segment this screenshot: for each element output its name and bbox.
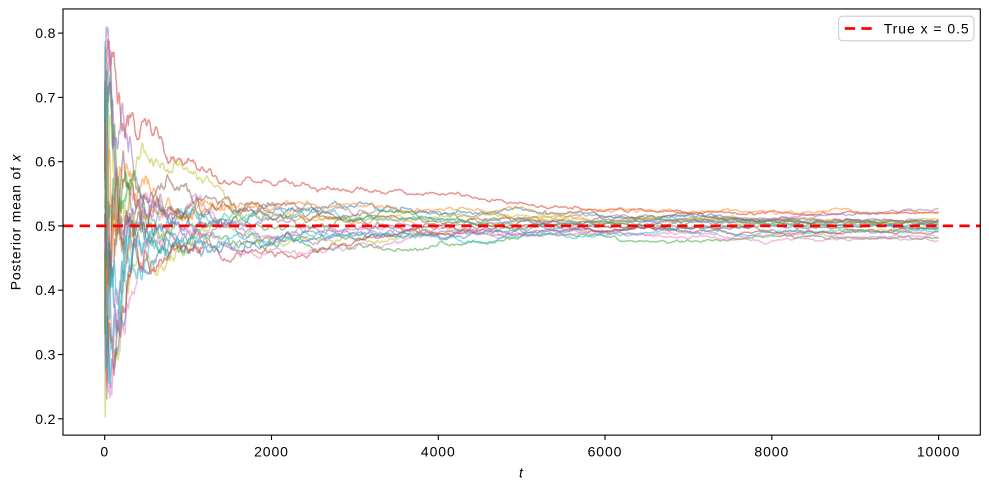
svg-text:8000: 8000 — [754, 443, 789, 459]
svg-text:Posterior mean of x: Posterior mean of x — [8, 154, 24, 291]
svg-text:10000: 10000 — [917, 443, 960, 459]
svg-text:0.6: 0.6 — [35, 154, 56, 170]
svg-text:0.3: 0.3 — [35, 347, 56, 363]
svg-text:0.4: 0.4 — [35, 282, 56, 298]
svg-text:t: t — [519, 464, 524, 480]
svg-text:6000: 6000 — [588, 443, 623, 459]
svg-text:0.5: 0.5 — [35, 218, 56, 234]
svg-text:0: 0 — [100, 443, 109, 459]
svg-text:0.2: 0.2 — [35, 411, 56, 427]
svg-text:True x = 0.5: True x = 0.5 — [884, 20, 970, 36]
svg-text:2000: 2000 — [254, 443, 289, 459]
svg-text:0.8: 0.8 — [35, 25, 56, 41]
svg-text:0.7: 0.7 — [35, 89, 56, 105]
svg-text:4000: 4000 — [421, 443, 456, 459]
